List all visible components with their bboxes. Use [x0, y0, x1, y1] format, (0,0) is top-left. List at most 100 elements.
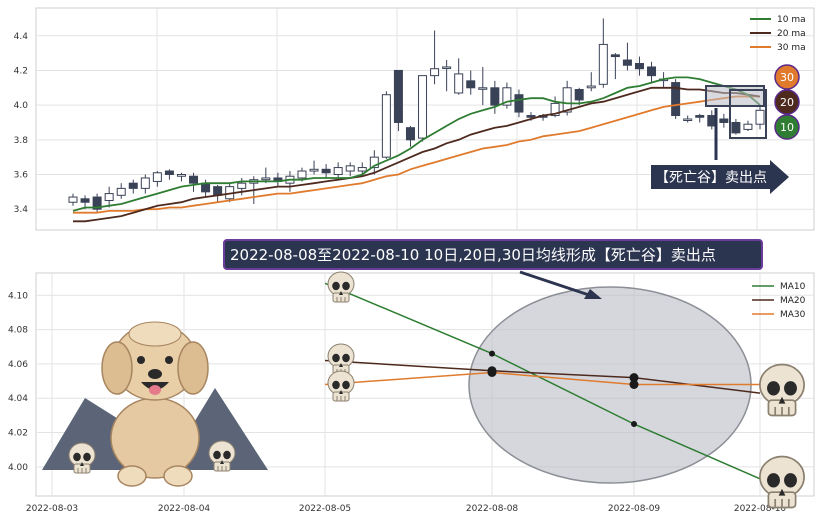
candle-body: [369, 156, 379, 169]
ma-badge-label-30: 30: [780, 71, 794, 84]
legend-label-MA20: MA20: [780, 296, 806, 306]
line-x-tick-label: 2022-08-09: [608, 504, 661, 514]
line-y-tick-label: 4.00: [8, 463, 28, 473]
poodle-dog-icon: [101, 321, 209, 487]
line-x-tick-label: 2022-08-05: [299, 504, 351, 514]
ma-badge-10: [774, 114, 800, 140]
line-x-tick-label: 2022-08-03: [26, 504, 78, 514]
line-y-tick-label: 4.02: [8, 429, 28, 439]
annotation-pointer-head: [584, 289, 602, 299]
candle-body: [683, 118, 693, 121]
candle-body: [610, 54, 620, 58]
candle-body: [237, 182, 247, 189]
line-x-tick-label: 2022-08-04: [158, 504, 211, 514]
candle-body: [598, 43, 608, 85]
candlestick-y-tick-label: 4.4: [14, 32, 29, 42]
candle-body: [647, 66, 657, 77]
line-legend: MA10 MA20 MA30: [752, 282, 806, 320]
candle-body: [418, 75, 428, 139]
candle-body: [478, 87, 488, 90]
candle-body: [116, 187, 126, 196]
candle-body: [695, 115, 705, 118]
candlestick-y-ticks: 3.4 3.6 3.8 4.0 4.2 4.4: [14, 32, 29, 215]
annotation-banner-box: [223, 239, 763, 270]
series-point-MA10: [631, 420, 637, 427]
candlestick-panel: 3.4 3.6 3.8 4.0 4.2 4.4 10 ma 20 ma 30 ma 30 2…: [14, 7, 815, 231]
candle-body: [405, 127, 415, 141]
candle-body: [430, 68, 440, 77]
series-line-MA10: [324, 282, 761, 480]
candle-body: [152, 172, 162, 182]
line-series: [324, 282, 761, 480]
legend-label-ma10: 10 ma: [777, 15, 806, 25]
ma-line-panel: 4.004.024.044.064.084.10 2022-08-03 2022-…: [8, 271, 815, 514]
series-line-ma20: [73, 86, 761, 223]
candle-body: [393, 69, 403, 123]
series-point-MA20: [629, 373, 639, 383]
sell-signal-arrow: 【死亡谷】卖出点: [651, 160, 789, 194]
line-x-ticks: 2022-08-03 2022-08-04 2022-08-05 2022-08-08…: [26, 504, 787, 514]
legend-label-ma30: 30 ma: [777, 43, 806, 53]
poodle-illustration: [42, 321, 268, 487]
candlestick-y-tick-label: 3.6: [14, 171, 29, 181]
candle-body: [321, 168, 331, 174]
candle-body: [68, 196, 78, 203]
candlestick-y-tick-label: 4.2: [14, 66, 28, 76]
ma-badge-label-10: 10: [780, 121, 794, 134]
candle-body: [80, 198, 90, 203]
candle-body: [490, 87, 500, 106]
line-y-tick-label: 4.10: [8, 291, 28, 301]
annotation-banner-text: 2022-08-08至2022-08-10 10日,20日,30日均线形成【死亡…: [230, 246, 716, 264]
candle-body: [309, 168, 319, 172]
candlestick-y-tick-label: 4.0: [14, 101, 29, 111]
series-line-ma10: [72, 76, 761, 212]
candle-body: [731, 121, 741, 134]
ma-badge-20: [774, 89, 800, 115]
candle-body: [634, 63, 644, 70]
candle-body: [719, 118, 729, 123]
sell-signal-arrow-shape: [651, 160, 789, 194]
line-y-tick-label: 4.04: [8, 394, 28, 404]
candle-body: [574, 89, 584, 101]
line-y-ticks: 4.00 4.02 4.04 4.06 4.08 4.10: [8, 291, 28, 473]
candle-body: [743, 123, 753, 130]
candle-body: [442, 66, 452, 69]
candlestick-y-tick-label: 3.8: [14, 136, 29, 146]
candle-body: [357, 167, 367, 172]
ma-badges: 30 20 10: [774, 64, 800, 140]
line-y-tick-label: 4.08: [8, 326, 28, 336]
legend-label-ma20: 20 ma: [777, 29, 806, 39]
line-x-tick-label: 2022-08-08: [466, 504, 519, 514]
candle-body: [622, 59, 632, 66]
candle-body: [92, 196, 102, 210]
line-x-tick-label: 2022-08-10: [734, 504, 787, 514]
annotation-banner: 2022-08-08至2022-08-10 10日,20日,30日均线形成【死亡…: [223, 239, 763, 299]
candle-body: [502, 87, 512, 106]
series-line-MA20: [324, 359, 761, 394]
candle-body: [526, 115, 536, 118]
candle-body: [140, 177, 150, 189]
candle-body: [333, 167, 343, 175]
candle-body: [261, 177, 271, 181]
candle-body: [586, 85, 596, 89]
skull-icon: [759, 455, 805, 509]
legend-label-MA30: MA30: [780, 310, 806, 320]
candle-body: [466, 80, 476, 89]
candlestick-legend: 10 ma 20 ma 30 ma: [750, 15, 806, 53]
death-valley-highlight-box-inner: [729, 89, 767, 139]
candle-body: [671, 82, 681, 117]
ma-badge-label-20: 20: [780, 96, 794, 109]
candlestick-y-tick-label: 3.4: [14, 205, 29, 215]
candle-body: [550, 102, 560, 117]
ma-badge-30: [774, 64, 800, 90]
annotation-pointer-line: [519, 270, 593, 298]
candle-body: [562, 87, 572, 113]
candle-body: [345, 165, 355, 172]
candle-body: [128, 182, 138, 189]
candle-body: [104, 193, 114, 202]
candle-body: [381, 94, 391, 158]
candle-body: [454, 73, 464, 94]
candlestick-series: [68, 18, 765, 213]
sell-signal-arrow-label: 【死亡谷】卖出点: [655, 170, 767, 186]
